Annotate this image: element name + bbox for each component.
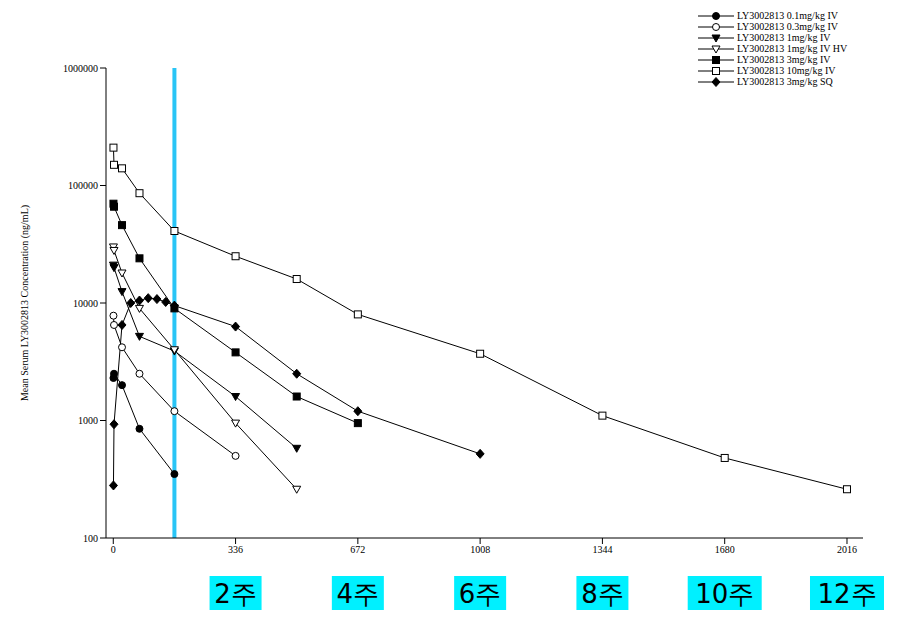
svg-text:1000: 1000	[78, 415, 98, 426]
svg-text:2주: 2주	[214, 579, 257, 609]
svg-text:100: 100	[83, 533, 98, 544]
html-text:LY3002813 0.1mg/kg IV: LY3002813 0.1mg/kg IV	[737, 10, 838, 21]
svg-text:100000: 100000	[68, 180, 98, 191]
svg-text:4주: 4주	[337, 579, 380, 609]
svg-text:12주: 12주	[817, 579, 876, 609]
svg-text:6주: 6주	[459, 579, 502, 609]
html-text:LY3002813 1mg/kg IV: LY3002813 1mg/kg IV	[737, 32, 831, 43]
svg-text:0: 0	[111, 544, 116, 555]
html-text:LY3002813 3mg/kg IV: LY3002813 3mg/kg IV	[737, 54, 831, 65]
svg-text:10주: 10주	[695, 579, 754, 609]
svg-text:672: 672	[350, 544, 365, 555]
svg-text:1344: 1344	[592, 544, 612, 555]
svg-text:2016: 2016	[837, 544, 857, 555]
svg-text:1008: 1008	[470, 544, 490, 555]
svg-text:1000000: 1000000	[63, 63, 98, 74]
svg-text:336: 336	[228, 544, 243, 555]
svg-text:8주: 8주	[581, 579, 624, 609]
svg-text:Mean Serum LY3002813 Concentra: Mean Serum LY3002813 Concentration (ng/m…	[19, 205, 31, 401]
html-text:LY3002813 3mg/kg SQ: LY3002813 3mg/kg SQ	[737, 76, 833, 87]
html-text:LY3002813 10mg/kg IV: LY3002813 10mg/kg IV	[737, 65, 836, 76]
svg-text:1680: 1680	[715, 544, 735, 555]
html-text:LY3002813 0.3mg/kg IV: LY3002813 0.3mg/kg IV	[737, 21, 838, 32]
svg-text:10000: 10000	[73, 298, 98, 309]
html-text:LY3002813 1mg/kg IV HV: LY3002813 1mg/kg IV HV	[737, 43, 848, 54]
